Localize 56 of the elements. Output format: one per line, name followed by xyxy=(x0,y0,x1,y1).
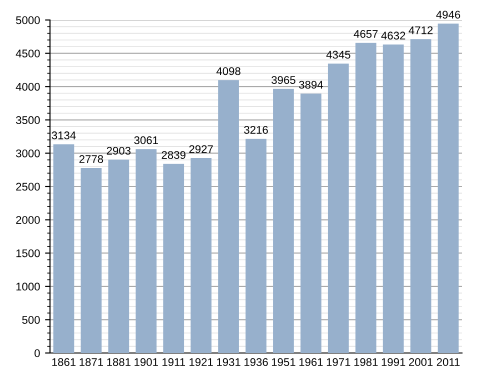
bar xyxy=(218,80,239,353)
y-tick-label: 3000 xyxy=(16,149,40,158)
data-label: 2903 xyxy=(106,146,131,155)
data-label: 2927 xyxy=(189,145,213,154)
data-label: 4632 xyxy=(381,32,406,40)
data-label: 4098 xyxy=(216,67,240,76)
y-tick-label: 1000 xyxy=(16,282,40,291)
data-label: 3061 xyxy=(134,136,158,144)
data-label: 3894 xyxy=(299,80,323,89)
bar xyxy=(382,44,404,353)
bar xyxy=(328,64,349,353)
bar xyxy=(190,158,212,353)
x-tick-label: 1931 xyxy=(217,358,240,366)
x-tick-label: 1901 xyxy=(134,358,158,366)
y-tick-label: 500 xyxy=(22,316,40,324)
y-tick-label: 5000 xyxy=(16,16,40,24)
bar xyxy=(108,160,130,353)
y-tick-label: 4500 xyxy=(16,50,40,58)
y-tick-label: 4000 xyxy=(16,82,40,91)
data-label: 4712 xyxy=(408,26,433,34)
y-tick-label: 0 xyxy=(34,349,40,358)
data-label: 3216 xyxy=(244,126,268,134)
x-tick-label: 1936 xyxy=(244,358,268,366)
x-tick-label: 1971 xyxy=(326,358,350,366)
x-tick-label: 1961 xyxy=(299,358,323,366)
x-tick-label: 1911 xyxy=(162,358,186,366)
x-tick-label: 1981 xyxy=(354,358,378,366)
bar xyxy=(246,138,266,353)
x-tick-label: 1861 xyxy=(52,358,76,366)
bar xyxy=(300,94,322,353)
x-tick-label: 1951 xyxy=(272,358,296,366)
bar xyxy=(355,42,376,353)
y-tick-label: 3500 xyxy=(16,116,40,124)
y-tick-label: 2500 xyxy=(16,182,40,191)
x-tick-label: 1871 xyxy=(80,358,104,366)
data-label: 3965 xyxy=(272,76,296,84)
data-label: 3134 xyxy=(52,131,76,140)
data-label: 4946 xyxy=(436,10,460,19)
bar xyxy=(80,168,102,353)
data-label: 2778 xyxy=(79,155,104,164)
x-tick-label: 2001 xyxy=(409,358,433,366)
bar xyxy=(410,39,432,353)
data-label: 4345 xyxy=(326,50,350,59)
y-tick-label: 2000 xyxy=(16,216,40,224)
bar xyxy=(136,149,157,353)
x-tick-label: 1881 xyxy=(107,358,130,366)
x-tick-label: 1991 xyxy=(382,358,406,366)
bar xyxy=(163,164,184,353)
bar xyxy=(53,144,74,353)
bar xyxy=(273,88,294,353)
y-tick-label: 1500 xyxy=(16,249,40,258)
x-tick-label: 1921 xyxy=(190,358,213,366)
data-label: 2839 xyxy=(162,151,186,159)
bar xyxy=(438,24,459,353)
data-label: 4657 xyxy=(354,30,378,38)
x-tick-label: 2011 xyxy=(436,358,460,366)
